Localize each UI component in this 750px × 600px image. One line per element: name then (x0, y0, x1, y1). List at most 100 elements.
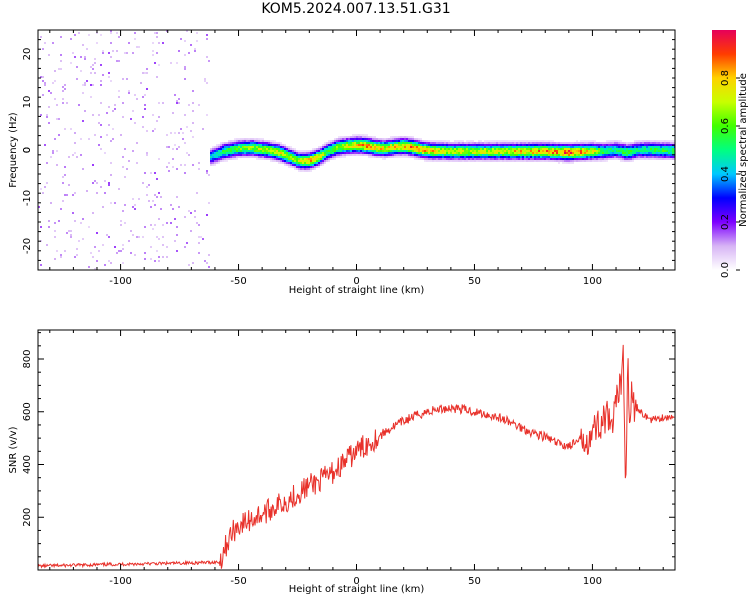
heatmap-cell (152, 228, 154, 230)
heatmap-cell (636, 150, 638, 152)
heatmap-cell (618, 158, 620, 160)
heatmap-cell (460, 144, 462, 146)
heatmap-cell (558, 160, 560, 162)
heatmap-cell (478, 142, 480, 144)
heatmap-cell (514, 150, 516, 152)
heatmap-cell (122, 262, 124, 264)
spectrogram-cells (38, 30, 675, 270)
heatmap-cell (232, 154, 234, 156)
heatmap-cell (546, 160, 548, 162)
heatmap-cell (616, 154, 618, 156)
heatmap-cell (534, 142, 536, 144)
heatmap-cell (460, 156, 462, 158)
heatmap-cell (632, 156, 634, 158)
heatmap-cell (566, 142, 568, 144)
heatmap-cell (426, 144, 428, 146)
heatmap-cell (612, 148, 614, 150)
heatmap-cell (632, 146, 634, 148)
heatmap-cell (634, 146, 636, 148)
heatmap-cell (622, 142, 624, 144)
heatmap-cell (224, 146, 226, 148)
heatmap-cell (432, 152, 434, 154)
heatmap-cell (188, 104, 190, 106)
heatmap-cell (142, 182, 144, 184)
heatmap-cell (480, 142, 482, 144)
heatmap-cell (124, 222, 126, 224)
heatmap-cell (338, 146, 340, 148)
heatmap-cell (588, 144, 590, 146)
heatmap-cell (670, 144, 672, 146)
heatmap-cell (490, 152, 492, 154)
heatmap-cell (220, 154, 222, 156)
heatmap-cell (640, 146, 642, 148)
heatmap-cell (598, 142, 600, 144)
heatmap-cell (502, 140, 504, 142)
heatmap-cell (102, 244, 104, 246)
heatmap-cell (136, 162, 138, 164)
heatmap-cell (628, 146, 630, 148)
heatmap-cell (618, 150, 620, 152)
heatmap-cell (476, 154, 478, 156)
heatmap-cell (336, 152, 338, 154)
heatmap-cell (224, 150, 226, 152)
heatmap-cell (630, 158, 632, 160)
heatmap-cell (218, 152, 220, 154)
heatmap-cell (652, 156, 654, 158)
heatmap-cell (646, 148, 648, 150)
heatmap-cell (138, 198, 140, 200)
heatmap-cell (520, 146, 522, 148)
heatmap-cell (496, 152, 498, 154)
heatmap-cell (480, 154, 482, 156)
heatmap-cell (222, 146, 224, 148)
heatmap-cell (460, 154, 462, 156)
heatmap-cell (94, 72, 96, 74)
heatmap-cell (546, 146, 548, 148)
heatmap-cell (288, 146, 290, 148)
heatmap-cell (302, 170, 304, 172)
heatmap-cell (488, 158, 490, 160)
heatmap-cell (396, 140, 398, 142)
heatmap-cell (356, 146, 358, 148)
heatmap-cell (644, 148, 646, 150)
heatmap-cell (128, 42, 130, 44)
heatmap-cell (548, 142, 550, 144)
heatmap-cell (422, 156, 424, 158)
heatmap-cell (622, 144, 624, 146)
heatmap-cell (298, 170, 300, 172)
heatmap-cell (584, 140, 586, 142)
colorbar-tick-label: 0.8 (720, 70, 731, 86)
heatmap-cell (128, 240, 130, 242)
heatmap-cell (412, 136, 414, 138)
heatmap-cell (306, 164, 308, 166)
heatmap-cell (254, 142, 256, 144)
heatmap-cell (282, 154, 284, 156)
heatmap-cell (280, 142, 282, 144)
heatmap-cell (552, 158, 554, 160)
heatmap-cell (176, 234, 178, 236)
snr-x-tick-label: 50 (468, 576, 481, 587)
heatmap-cell (286, 152, 288, 154)
heatmap-cell (398, 146, 400, 148)
heatmap-cell (230, 150, 232, 152)
heatmap-cell (128, 160, 130, 162)
heatmap-cell (274, 150, 276, 152)
heatmap-cell (238, 148, 240, 150)
heatmap-cell (414, 142, 416, 144)
heatmap-cell (278, 146, 280, 148)
heatmap-cell (666, 142, 668, 144)
heatmap-cell (328, 156, 330, 158)
heatmap-cell (86, 190, 88, 192)
heatmap-cell (404, 150, 406, 152)
heatmap-cell (320, 156, 322, 158)
heatmap-cell (416, 142, 418, 144)
snr-y-tick-label: 200 (22, 508, 33, 527)
heatmap-cell (198, 104, 200, 106)
heatmap-cell (352, 136, 354, 138)
heatmap-cell (154, 32, 156, 34)
heatmap-cell (528, 146, 530, 148)
heatmap-cell (580, 148, 582, 150)
heatmap-cell (226, 142, 228, 144)
heatmap-cell (378, 146, 380, 148)
heatmap-cell (382, 152, 384, 154)
heatmap-cell (400, 152, 402, 154)
